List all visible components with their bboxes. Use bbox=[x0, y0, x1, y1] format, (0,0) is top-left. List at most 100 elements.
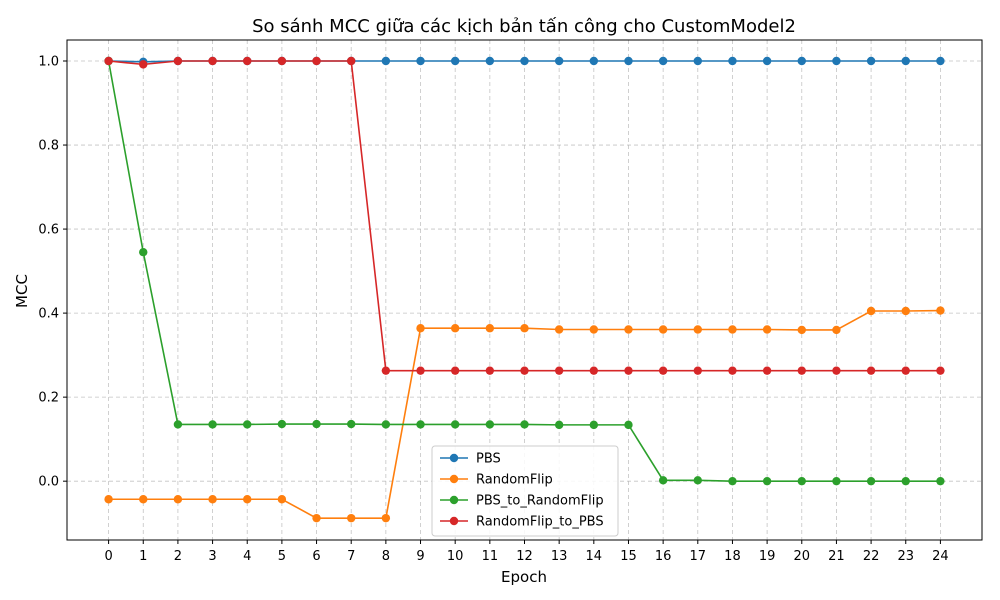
y-tick-label: 0.4 bbox=[38, 307, 59, 322]
data-point bbox=[450, 324, 460, 333]
data-point bbox=[381, 513, 391, 523]
data-point bbox=[866, 56, 876, 66]
data-point bbox=[797, 325, 806, 335]
x-tick-label: 2 bbox=[174, 549, 182, 564]
data-point bbox=[797, 476, 806, 486]
y-tick-label: 0.0 bbox=[38, 475, 59, 490]
x-tick-label: 18 bbox=[724, 549, 741, 564]
data-point bbox=[589, 366, 599, 375]
x-tick-label: 0 bbox=[104, 549, 112, 564]
data-point bbox=[139, 60, 148, 69]
legend-marker bbox=[449, 516, 459, 526]
data-point bbox=[277, 419, 287, 429]
data-point bbox=[104, 56, 113, 66]
data-point bbox=[277, 495, 287, 504]
data-point bbox=[139, 495, 148, 504]
data-point bbox=[381, 366, 391, 375]
x-tick-label: 10 bbox=[447, 549, 464, 564]
x-tick-label: 23 bbox=[897, 549, 914, 564]
x-tick-label: 13 bbox=[551, 549, 568, 564]
series-randomflip bbox=[104, 306, 945, 523]
data-point bbox=[936, 366, 945, 375]
data-point bbox=[797, 56, 806, 66]
data-point bbox=[173, 420, 183, 429]
data-point bbox=[554, 325, 564, 334]
data-point bbox=[728, 325, 737, 334]
data-point bbox=[624, 56, 633, 66]
x-tick-label: 14 bbox=[586, 549, 603, 564]
y-tick-label: 0.2 bbox=[38, 391, 59, 406]
data-point bbox=[624, 420, 633, 430]
x-tick-label: 22 bbox=[863, 549, 880, 564]
legend-item: PBS_to_RandomFlip bbox=[440, 494, 604, 509]
data-point bbox=[208, 56, 217, 66]
data-point bbox=[693, 56, 702, 66]
data-point bbox=[658, 366, 668, 375]
legend-label: PBS bbox=[476, 452, 501, 467]
data-point bbox=[381, 420, 391, 429]
data-point bbox=[866, 306, 876, 316]
x-tick-label: 7 bbox=[347, 549, 355, 564]
series-randomflip-to-pbs bbox=[104, 56, 945, 375]
data-point bbox=[693, 476, 702, 485]
data-point bbox=[797, 366, 806, 375]
data-point bbox=[312, 513, 321, 523]
data-point bbox=[520, 56, 529, 66]
y-tick-label: 1.0 bbox=[38, 55, 59, 70]
data-point bbox=[728, 476, 737, 486]
data-point bbox=[693, 325, 702, 334]
legend-label: RandomFlip_to_PBS bbox=[476, 515, 604, 530]
y-axis: 0.0 0.2 0.4 0.6 0.8 1.0 bbox=[38, 55, 67, 490]
data-point bbox=[312, 56, 321, 66]
legend-item: RandomFlip_to_PBS bbox=[440, 515, 604, 530]
data-point bbox=[624, 325, 633, 334]
data-point bbox=[762, 325, 772, 334]
x-tick-label: 15 bbox=[620, 549, 637, 564]
legend-marker bbox=[449, 495, 459, 505]
legend-marker bbox=[449, 453, 459, 463]
data-point bbox=[520, 324, 529, 333]
data-point bbox=[658, 476, 668, 485]
data-point bbox=[416, 366, 425, 375]
data-point bbox=[243, 420, 252, 429]
x-tick-label: 24 bbox=[932, 549, 949, 564]
x-tick-label: 6 bbox=[312, 549, 320, 564]
data-point bbox=[347, 56, 356, 66]
x-tick-label: 9 bbox=[416, 549, 424, 564]
data-point bbox=[832, 56, 841, 66]
data-point bbox=[277, 56, 287, 66]
y-tick-label: 0.6 bbox=[38, 223, 59, 238]
series-layer bbox=[104, 56, 945, 523]
x-tick-label: 3 bbox=[208, 549, 216, 564]
data-point bbox=[901, 56, 910, 66]
data-point bbox=[554, 420, 564, 430]
data-point bbox=[554, 366, 564, 375]
x-axis-title: Epoch bbox=[501, 568, 547, 586]
data-point bbox=[416, 324, 425, 333]
legend-item: PBS bbox=[440, 452, 501, 467]
x-tick-label: 11 bbox=[482, 549, 499, 564]
data-point bbox=[762, 56, 772, 66]
data-point bbox=[936, 56, 945, 66]
data-point bbox=[693, 366, 702, 375]
data-point bbox=[866, 366, 876, 375]
data-point bbox=[936, 476, 945, 486]
data-point bbox=[936, 306, 945, 315]
x-tick-label: 5 bbox=[278, 549, 286, 564]
data-point bbox=[762, 476, 772, 486]
data-point bbox=[208, 495, 217, 504]
data-point bbox=[901, 476, 910, 486]
data-point bbox=[243, 56, 252, 66]
data-point bbox=[520, 366, 529, 375]
data-point bbox=[450, 420, 460, 429]
legend-box bbox=[431, 445, 619, 537]
data-point bbox=[728, 56, 737, 66]
data-point bbox=[901, 366, 910, 375]
legend-label: PBS_to_RandomFlip bbox=[476, 494, 604, 509]
data-point bbox=[485, 420, 495, 429]
legend-label: RandomFlip bbox=[476, 473, 553, 488]
data-point bbox=[173, 495, 183, 504]
data-point bbox=[347, 513, 356, 523]
x-tick-label: 17 bbox=[690, 549, 707, 564]
data-point bbox=[589, 325, 599, 334]
